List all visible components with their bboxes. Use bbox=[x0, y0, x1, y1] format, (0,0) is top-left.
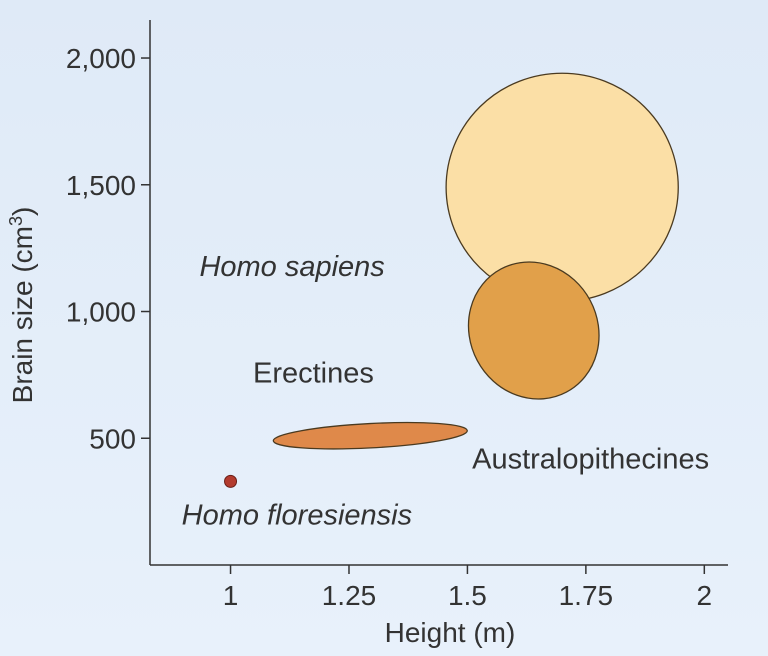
points-layer bbox=[224, 474, 238, 488]
region-australopithecines bbox=[272, 421, 468, 450]
region-homo-sapiens bbox=[445, 72, 679, 303]
point-homo-floresiensis bbox=[224, 474, 238, 488]
x-tick-label: 1.25 bbox=[322, 580, 377, 611]
x-tick-label: 1.75 bbox=[559, 580, 614, 611]
x-tick-label: 1.5 bbox=[448, 580, 487, 611]
x-tick-label: 2 bbox=[697, 580, 713, 611]
y-axis-title: Brain size (cm3) bbox=[6, 207, 38, 404]
y-tick-label: 2,000 bbox=[66, 43, 136, 74]
labels-layer: Homo sapiens Erectines Australopithecines H… bbox=[182, 251, 709, 531]
x-tick-label: 1 bbox=[223, 580, 239, 611]
y-axis-title-end: ) bbox=[7, 207, 38, 216]
x-axis-title: Height (m) bbox=[385, 617, 516, 648]
y-tick-label: 1,500 bbox=[66, 170, 136, 201]
y-tick-label: 500 bbox=[89, 423, 136, 454]
y-axis-title-main: Brain size (cm bbox=[7, 226, 38, 403]
y-tick-label: 1,000 bbox=[66, 297, 136, 328]
label-homo-floresiensis: Homo floresiensis bbox=[182, 499, 412, 531]
axes-layer: 500 1,000 1,500 2,000 1 1.25 1.5 1.75 2 bbox=[66, 20, 728, 611]
y-axis-title-superscript: 3 bbox=[6, 216, 26, 226]
label-erectines: Erectines bbox=[253, 357, 374, 389]
regions-layer bbox=[272, 72, 679, 450]
label-homo-sapiens: Homo sapiens bbox=[199, 251, 384, 283]
label-australopithecines: Australopithecines bbox=[472, 444, 709, 476]
region-erectines bbox=[467, 261, 600, 400]
